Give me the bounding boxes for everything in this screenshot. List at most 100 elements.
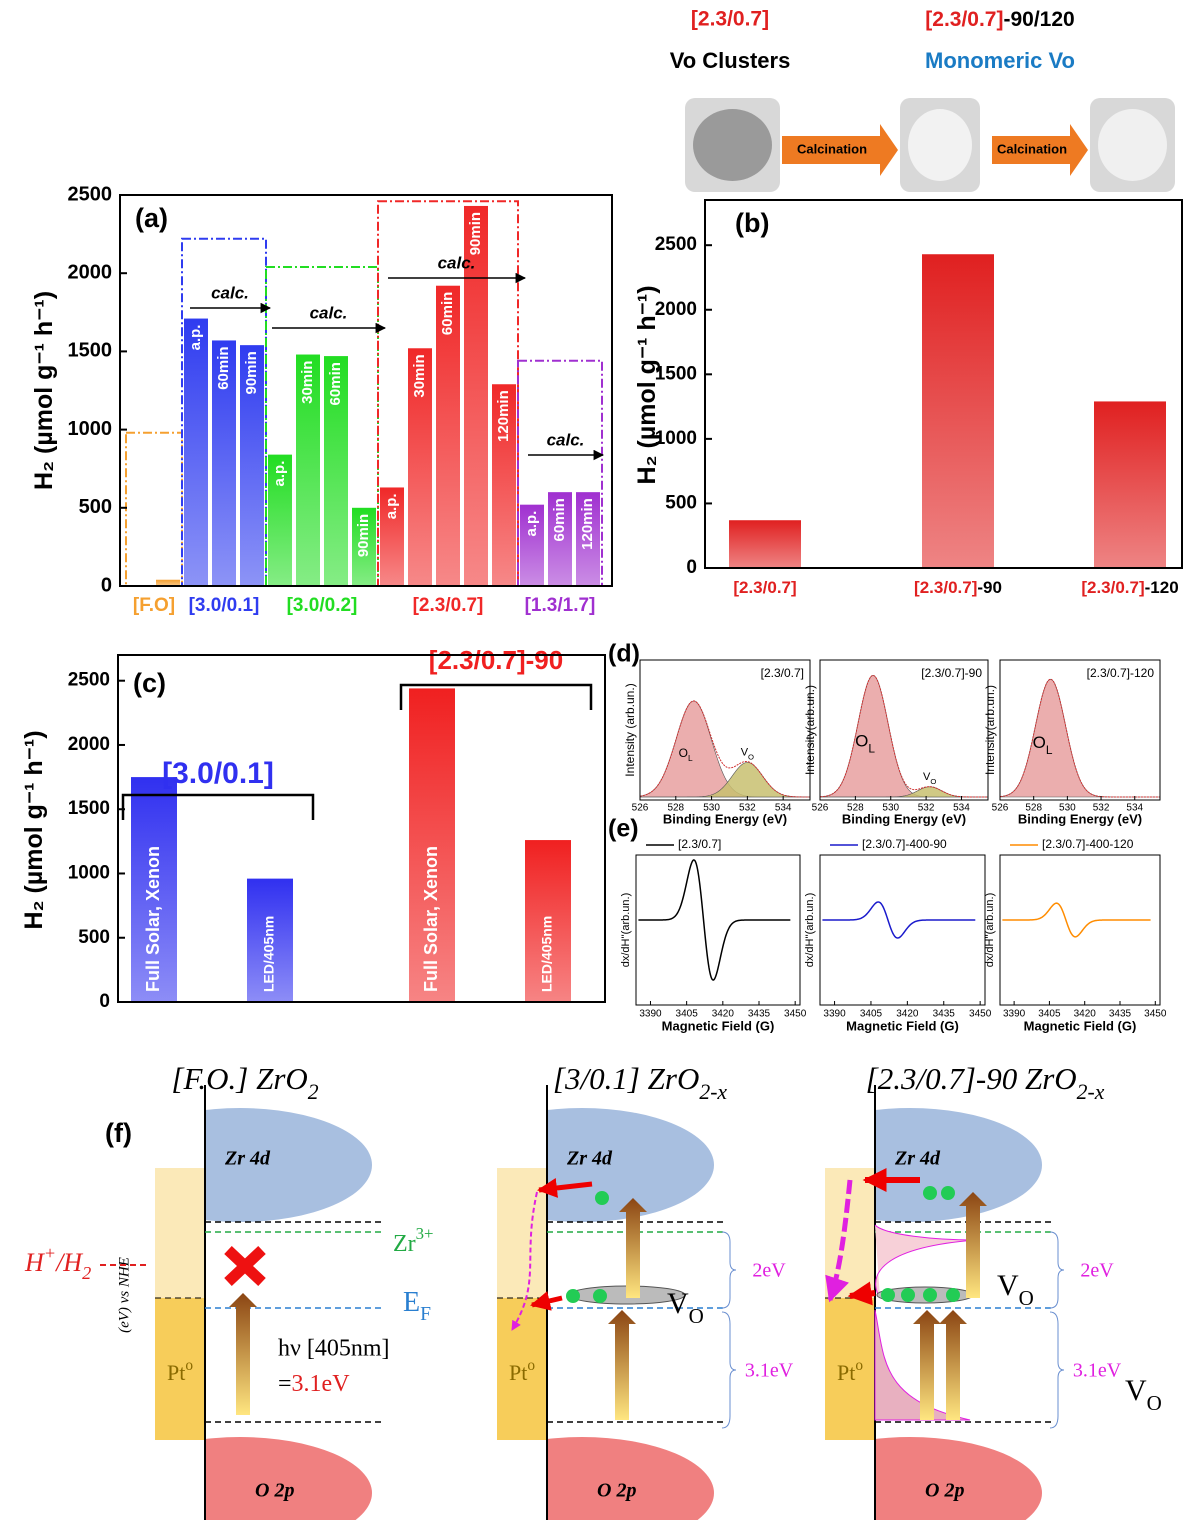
excitation-energy: =3.1eV <box>278 1371 350 1397</box>
metal-lower <box>155 1298 205 1440</box>
y-tick-label: 2000 <box>68 734 110 755</box>
y-tick-label: 2500 <box>68 183 113 205</box>
x-tick-label: 526 <box>992 803 1009 814</box>
peak-label-part: O <box>855 732 868 751</box>
y-tick-label: 1000 <box>68 418 113 440</box>
y-axis-title-part: H₂ (µmol g⁻¹ h⁻¹) <box>20 730 48 929</box>
metal-label-part: Pt <box>509 1360 527 1385</box>
excitation-arrow <box>229 1293 257 1415</box>
relaxation <box>825 1179 853 1303</box>
x-tick-label-part: [2.3/0.7] <box>733 578 796 597</box>
y-tick-label: 2000 <box>68 261 113 283</box>
band-label: O 2p <box>597 1480 636 1502</box>
x-axis-title: Magnetic Field (G) <box>662 1018 775 1033</box>
x-tick-label: 3405 <box>860 1009 883 1020</box>
diagram-title: [2.3/0.7]-90 ZrO2-x <box>866 1061 1105 1104</box>
vacancy-label: VO <box>667 1287 704 1328</box>
x-tick-label-part: [2.3/0.7] <box>1081 578 1144 597</box>
x-tick-label: [2.3/0.7]-90 <box>914 578 1002 597</box>
group-label: [F.O] <box>133 595 175 616</box>
bar-label: LED/405nm <box>261 916 277 992</box>
electron <box>881 1288 895 1302</box>
bar-label: a.p. <box>383 493 400 519</box>
brace <box>721 1231 737 1309</box>
y-tick-label: 500 <box>79 496 112 518</box>
axes <box>819 854 986 1006</box>
vacancy-label: VO <box>997 1269 1034 1310</box>
group-frame <box>517 359 603 587</box>
x-tick-label: 3450 <box>969 1009 992 1020</box>
powder <box>908 109 972 181</box>
bar <box>352 507 376 586</box>
x-tick-label: 528 <box>667 803 684 814</box>
bar <box>212 340 236 586</box>
x-tick-label: 3390 <box>639 1009 662 1020</box>
peak-label: VO <box>741 746 754 761</box>
y-axis-title: H₂ (µmol g⁻¹ h⁻¹) <box>20 730 48 929</box>
bar-label: 60min <box>327 362 344 405</box>
relaxation <box>511 1191 538 1331</box>
x-tick-label: 3435 <box>1109 1009 1132 1020</box>
level-label-part: /H <box>54 1248 83 1277</box>
powder <box>1098 109 1167 181</box>
level-label-part: H <box>24 1248 45 1277</box>
step-label: Calcination <box>997 141 1067 156</box>
y-axis-title-part: H₂ (µmol g⁻¹ h⁻¹) <box>30 291 58 490</box>
y-axis-title: dx/dH''(arb.un.) <box>804 893 816 968</box>
x-tick-label: 3435 <box>748 1009 771 1020</box>
excitation-arrow <box>959 1192 987 1298</box>
x-tick-label: 526 <box>812 803 829 814</box>
metal-label-part: o <box>185 1357 193 1374</box>
peak-label-part: L <box>868 741 875 755</box>
x-tick-label: 532 <box>918 803 935 814</box>
annotation: calc. <box>310 303 348 322</box>
group-label: [3.0/0.1] <box>162 757 274 790</box>
y-tick-label: 1500 <box>68 340 113 362</box>
x-tick-label: 3420 <box>1074 1009 1097 1020</box>
band-label: O 2p <box>925 1480 964 1502</box>
peak <box>639 700 810 798</box>
axes <box>117 654 606 1003</box>
electron <box>923 1186 937 1200</box>
metal-label-part: Pt <box>167 1360 185 1385</box>
bar <box>324 356 348 586</box>
bar <box>156 579 180 586</box>
caption: Vo Clusters <box>670 48 791 73</box>
x-tick-label: 534 <box>953 803 970 814</box>
x-axis-title: Binding Energy (eV) <box>663 811 787 826</box>
diagram-title-part: 2-x <box>699 1080 727 1104</box>
bracket <box>399 683 593 710</box>
excitation-label: hν [405nm] <box>278 1336 390 1362</box>
x-tick-label: 3450 <box>1144 1009 1167 1020</box>
bar <box>409 688 455 1002</box>
step-arrow <box>782 124 898 176</box>
gap-label: 3.1eV <box>745 1360 794 1382</box>
group-label: [3.0/0.2] <box>287 595 358 616</box>
x-tick-label: 528 <box>847 803 864 814</box>
bar <box>247 878 293 1002</box>
bar-label: 30min <box>299 361 316 404</box>
level-label: EF <box>403 1287 431 1325</box>
diagram-title: [3/0.1] ZrO2-x <box>553 1061 728 1104</box>
gap-label: 3.1eV <box>1073 1360 1122 1382</box>
x-tick-label: 3420 <box>896 1009 919 1020</box>
bar-label: a.p. <box>187 325 204 351</box>
y-tick-label: 2000 <box>655 299 697 320</box>
blocked <box>224 1245 266 1287</box>
x-axis-title: Magnetic Field (G) <box>846 1018 959 1033</box>
axes <box>119 194 613 587</box>
x-tick-label: 3420 <box>712 1009 735 1020</box>
panel-label: (d) <box>608 640 640 668</box>
peak-label-part: L <box>688 753 693 763</box>
y-tick-label: 0 <box>101 574 112 596</box>
bar-label: 120min <box>495 390 512 442</box>
level-label: H+/H2 <box>24 1243 91 1283</box>
group-label: [2.3/0.7] <box>413 595 484 616</box>
bar-label: Full Solar, Xenon <box>421 846 441 992</box>
bar-label: a.p. <box>523 511 540 537</box>
code: [2.3/0.7]-90/120 <box>925 8 1074 31</box>
level-label-part: 2 <box>82 1263 91 1283</box>
group-label: [3.0/0.1] <box>189 595 260 616</box>
epr-line <box>1002 902 1151 938</box>
